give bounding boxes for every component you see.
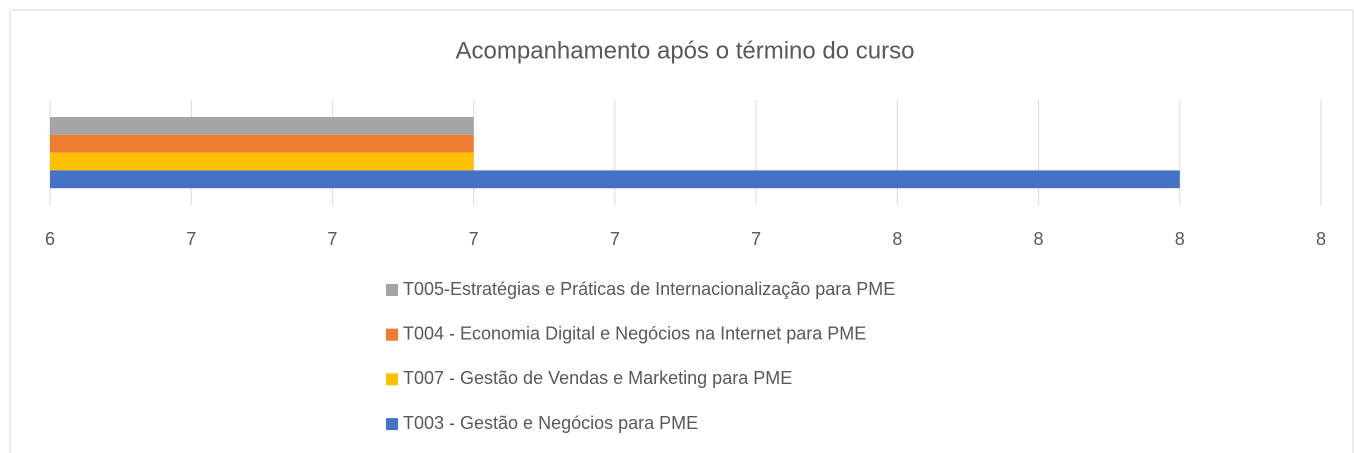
x-tick-label: 7 [610,229,620,249]
legend-swatch [386,284,398,296]
bar [50,152,474,171]
bar [50,134,474,153]
legend-label: T005-Estratégias e Práticas de Internaci… [403,279,895,299]
x-tick-label: 8 [1175,229,1185,249]
legend-label: T004 - Economia Digital e Negócios na In… [403,323,866,343]
bar [50,117,474,135]
legend-swatch [386,418,398,431]
legend-swatch [386,328,398,341]
bar [50,170,1180,189]
x-tick-label: 7 [751,229,761,249]
legend-label: T003 - Gestão e Negócios para PME [403,413,698,433]
chart-border [9,9,1354,453]
x-tick-label: 7 [327,229,337,249]
x-tick-label: 8 [1316,229,1326,249]
x-tick-label: 7 [186,229,196,249]
x-tick-label: 6 [45,229,55,249]
x-tick-label: 8 [892,229,902,249]
chart-title: Acompanhamento após o término do curso [456,37,915,64]
legend-swatch [386,373,398,386]
x-tick-label: 8 [1034,229,1044,249]
x-tick-label: 7 [469,229,479,249]
legend-label: T007 - Gestão de Vendas e Marketing para… [403,368,792,388]
